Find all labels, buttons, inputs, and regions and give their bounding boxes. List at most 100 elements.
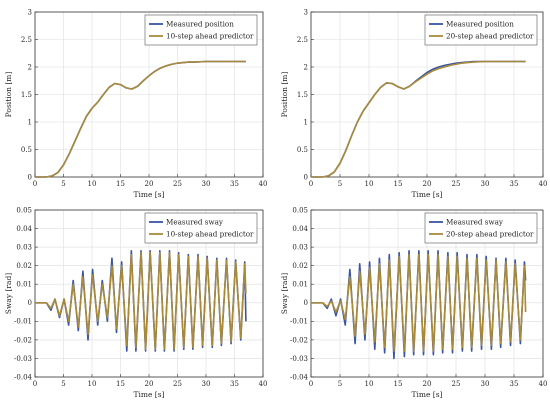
legend-label: 20-step ahead predictor [446,230,534,239]
y-tick-label: -0.02 [14,336,32,344]
y-tick-label: 0.01 [16,281,32,289]
legend-box [424,212,538,244]
x-tick-label: 20 [145,180,154,188]
x-tick-label: 0 [309,380,313,388]
x-tick-label: 10 [88,380,97,388]
x-tick-label: 40 [539,380,548,388]
y-tick-label: 0.01 [292,281,308,289]
y-tick-label: 2.5 [21,36,32,44]
chart-panel-4: 0 5 10 15 20 25 30 35 40 -0.04 -0.03 -0.02 -0.01 0 0.0… [280,206,547,399]
x-tick-label: 20 [145,380,154,388]
legend: Measured position 20-step ahead predictor [424,14,538,46]
legend-label: Measured sway [446,218,504,227]
x-tick-label: 15 [394,180,403,188]
chart-panel-1: 0 5 10 15 20 25 30 35 40 0 0.5 1 1.5 2 2.5 3 Time [s] Pos… [4,8,267,199]
legend: Measured position 10-step ahead predictor [144,14,258,46]
y-tick-label: 0.04 [292,225,308,233]
y-axis-label: Position [m] [280,72,289,118]
y-tick-label: 0 [28,173,32,181]
legend-box [144,14,258,46]
y-tick-label: 0.02 [292,262,308,270]
y-tick-label: 2.5 [297,36,308,44]
legend-box [144,212,258,244]
x-tick-label: 35 [510,380,519,388]
x-tick-label: 25 [452,380,461,388]
legend: Measured sway 20-step ahead predictor [424,212,538,244]
y-tick-label: 0.03 [16,244,32,252]
x-axis-label: Time [s] [411,390,442,399]
y-tick-label: 0.5 [21,146,32,154]
x-tick-label: 10 [88,180,97,188]
chart-panel-2: 0 5 10 15 20 25 30 35 40 0 0.5 1 1.5 2 2.5 3 Time [s] Pos… [280,8,547,199]
chart-panel-3: 0 5 10 15 20 25 30 35 40 -0.04 -0.03 -0.02 -0.01 0 0.0… [4,206,267,399]
y-tick-label: 0.5 [297,146,308,154]
y-axis-label: Sway [rad] [280,273,289,314]
x-tick-label: 25 [173,380,182,388]
x-tick-label: 40 [259,180,268,188]
y-tick-label: 0 [28,299,32,307]
y-tick-label: 0 [304,299,308,307]
y-axis-label: Position [m] [4,72,13,118]
axes-frame [310,11,544,178]
x-tick-label: 15 [116,380,125,388]
legend-label: 10-step ahead predictor [166,230,254,239]
y-tick-label: 1.5 [21,91,32,99]
axes-frame [310,209,544,378]
y-tick-label: 0.05 [16,206,32,214]
x-tick-label: 5 [61,380,65,388]
legend-label: 10-step ahead predictor [166,32,254,41]
legend: Measured sway 10-step ahead predictor [144,212,258,244]
x-tick-label: 40 [539,180,548,188]
series-line-2 [311,253,527,352]
x-axis-label: Time [s] [133,190,164,199]
y-tick-label: 0.04 [16,225,32,233]
y-tick-label: 0.03 [292,244,308,252]
series-line-2 [311,60,526,178]
y-tick-label: 1 [304,118,308,126]
x-tick-label: 0 [33,180,37,188]
x-tick-label: 10 [365,380,374,388]
y-tick-label: -0.04 [14,373,32,381]
x-axis-label: Time [s] [133,390,164,399]
y-tick-label: -0.03 [290,355,308,363]
x-tick-label: 35 [230,380,239,388]
x-tick-label: 0 [309,180,313,188]
x-tick-label: 35 [510,180,519,188]
x-tick-label: 5 [338,180,342,188]
x-tick-label: 0 [33,380,37,388]
y-axis-label: Sway [rad] [4,273,13,314]
y-tick-label: 0.02 [16,262,32,270]
x-tick-label: 15 [394,380,403,388]
x-tick-label: 30 [202,180,211,188]
axes-frame [34,209,264,378]
x-tick-label: 5 [338,380,342,388]
y-tick-label: 2 [28,63,32,71]
x-tick-label: 10 [365,180,374,188]
x-tick-label: 20 [423,380,432,388]
x-tick-label: 25 [452,180,461,188]
y-tick-label: -0.02 [290,336,308,344]
legend-label: 20-step ahead predictor [446,32,534,41]
x-tick-label: 5 [61,180,65,188]
y-tick-label: 0.05 [292,206,308,214]
x-tick-label: 20 [423,180,432,188]
legend-box [424,14,538,46]
x-tick-label: 40 [259,380,268,388]
legend-label: Measured sway [166,218,224,227]
y-tick-label: -0.04 [290,373,308,381]
x-tick-label: 30 [481,180,490,188]
x-tick-label: 25 [173,180,182,188]
y-tick-label: 2 [304,63,308,71]
legend-label: Measured position [446,20,514,29]
y-tick-label: 3 [28,8,32,16]
x-axis-label: Time [s] [411,190,442,199]
x-tick-label: 30 [202,380,211,388]
x-tick-label: 15 [116,180,125,188]
y-tick-label: 1 [28,118,32,126]
y-tick-label: -0.01 [14,318,32,326]
x-tick-label: 35 [230,180,239,188]
axes-frame [34,11,264,178]
legend-label: Measured position [166,20,234,29]
y-tick-label: 1.5 [297,91,308,99]
